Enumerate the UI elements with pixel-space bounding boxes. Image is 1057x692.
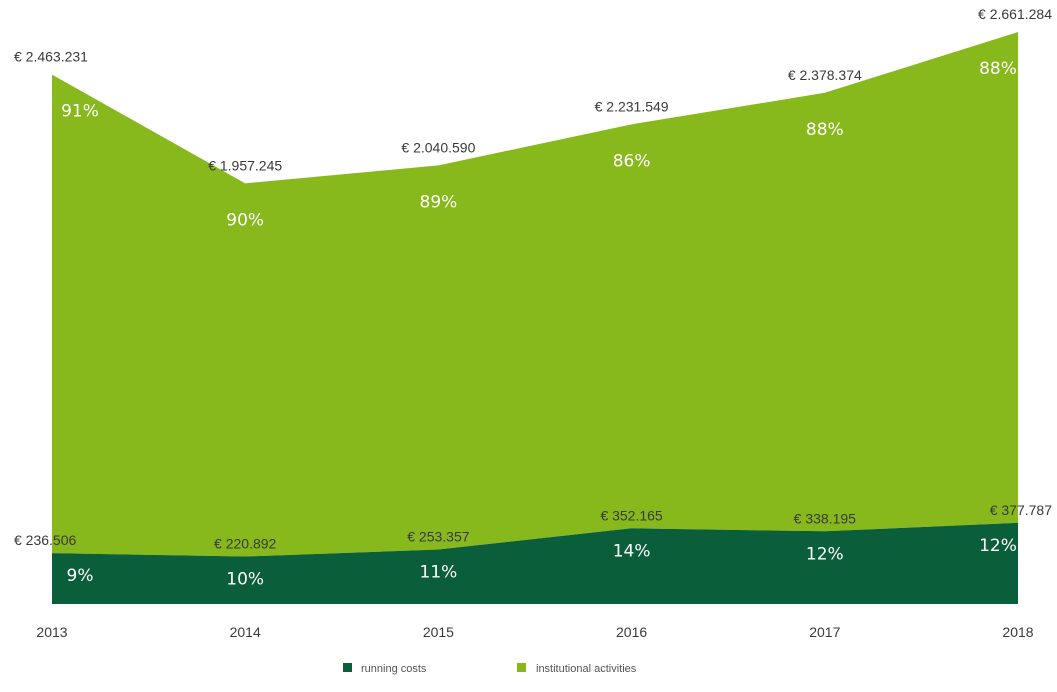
running-costs-value-label: € 236.506: [14, 532, 76, 548]
x-tick-label: 2014: [230, 624, 261, 640]
institutional-percent-label: 88%: [979, 59, 1017, 79]
total-value-label: € 2.040.590: [401, 139, 475, 155]
institutional-percent-label: 88%: [806, 120, 844, 140]
total-value-label: € 2.661.284: [978, 6, 1052, 22]
institutional-percent-label: 91%: [61, 102, 99, 122]
x-tick-label: 2018: [1002, 624, 1033, 640]
running-costs-value-label: € 338.195: [794, 510, 856, 526]
running-costs-percent-label: 11%: [420, 563, 458, 583]
running-costs-percent-label: 12%: [979, 536, 1017, 556]
institutional-percent-label: 89%: [420, 192, 458, 212]
running-costs-percent-label: 10%: [226, 570, 264, 590]
legend: running costs institutional activities: [343, 663, 637, 675]
x-axis: 2013 2014 2015 2016 2017 2018: [36, 624, 1033, 640]
x-tick-label: 2017: [809, 624, 840, 640]
total-value-label: € 1.957.245: [208, 157, 282, 173]
running-costs-value-label: € 352.165: [600, 507, 662, 523]
total-value-label: € 2.231.549: [595, 98, 669, 114]
chart-labels: € 2.463.231 91% € 236.506 9% € 1.957.245 90% €…: [14, 6, 1052, 590]
area-institutional-activities: [52, 32, 1018, 557]
total-value-label: € 2.463.231: [14, 49, 88, 65]
x-tick-label: 2013: [36, 624, 67, 640]
running-costs-percent-label: 12%: [806, 544, 844, 564]
legend-swatch-running-costs: [343, 663, 352, 672]
running-costs-percent-label: 14%: [613, 541, 651, 561]
legend-label-running-costs: running costs: [361, 663, 427, 675]
institutional-percent-label: 86%: [613, 151, 651, 171]
running-costs-value-label: € 253.357: [407, 529, 469, 545]
running-costs-percent-label: 9%: [67, 566, 94, 586]
total-value-label: € 2.378.374: [788, 67, 862, 83]
institutional-percent-label: 90%: [226, 210, 264, 230]
chart-areas: [52, 32, 1018, 604]
x-tick-label: 2015: [423, 624, 454, 640]
legend-swatch-institutional-activities: [517, 663, 526, 672]
x-tick-label: 2016: [616, 624, 647, 640]
running-costs-value-label: € 220.892: [214, 536, 276, 552]
area-running-costs: [52, 522, 1018, 604]
running-costs-value-label: € 377.787: [990, 502, 1052, 518]
legend-label-institutional-activities: institutional activities: [536, 663, 637, 675]
